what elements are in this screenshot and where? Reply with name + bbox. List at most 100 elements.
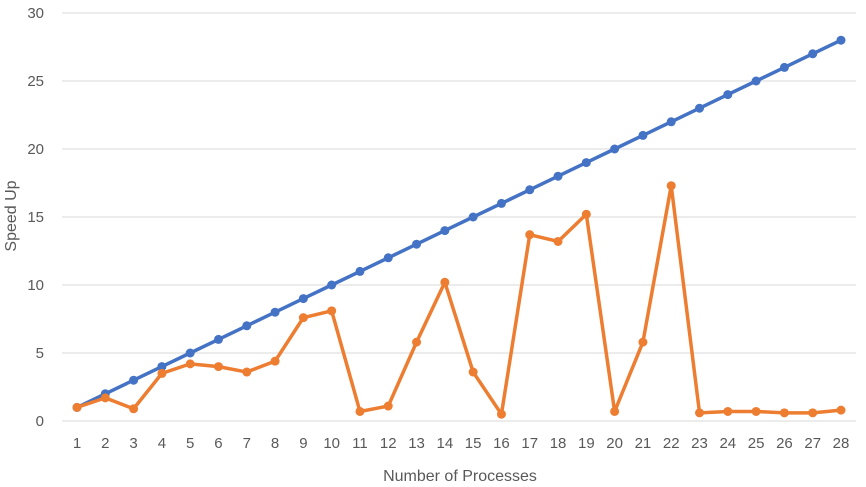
series-1-point: [581, 158, 591, 168]
series-1-point: [779, 62, 789, 72]
x-tick-label: 27: [804, 435, 821, 452]
x-tick-label: 7: [243, 435, 251, 452]
series-2-point: [355, 406, 365, 416]
y-tick-label: 0: [36, 413, 44, 430]
x-tick-label: 6: [214, 435, 222, 452]
x-tick-label: 17: [521, 435, 538, 452]
series-2-point: [157, 368, 167, 378]
series-2-point: [581, 209, 591, 219]
x-tick-label: 12: [380, 435, 397, 452]
series-2-point: [72, 402, 82, 412]
series-1-point: [270, 307, 280, 317]
series-1-point: [751, 76, 761, 86]
series-2-line: [75, 183, 843, 416]
series-1-point: [213, 334, 223, 344]
series-1-point: [440, 226, 450, 236]
series-1-point: [242, 321, 252, 331]
series-1-point: [298, 294, 308, 304]
series-1-point: [355, 266, 365, 276]
series-2: [72, 181, 846, 419]
series-1-point: [157, 362, 167, 372]
series-2-point: [723, 406, 733, 416]
series-1-point: [553, 171, 563, 181]
x-tick-labels: 1 2 3 4 5 6 7 8 9 10 11 12 13 14 15 16 17 18 19 20 21 22 23 24 2…: [73, 435, 850, 452]
series-2-point: [440, 277, 450, 287]
x-tick-label: 14: [437, 435, 454, 452]
series-1-point: [468, 212, 478, 222]
x-tick-label: 4: [158, 435, 166, 452]
series-2-point: [298, 313, 308, 323]
x-tick-label: 5: [186, 435, 194, 452]
y-tick-label: 5: [36, 345, 44, 362]
series-1-point: [496, 198, 506, 208]
series-2-point: [129, 404, 139, 414]
series-1-point: [808, 49, 818, 59]
x-tick-label: 26: [776, 435, 793, 452]
series-2-point: [808, 408, 818, 418]
series-2-point: [610, 406, 620, 416]
series-1-point: [836, 35, 846, 45]
series-1-point: [129, 375, 139, 385]
series-1-point: [666, 117, 676, 127]
series-2-point: [185, 359, 195, 369]
series-2-point: [695, 408, 705, 418]
y-tick-labels: 0 5 10 15 20 25 30: [27, 5, 44, 430]
x-tick-label: 19: [578, 435, 595, 452]
x-tick-label: 1: [73, 435, 81, 452]
series-2-point: [412, 337, 422, 347]
series-2-point: [836, 405, 846, 415]
series-2-point: [100, 393, 110, 403]
x-tick-label: 28: [833, 435, 850, 452]
x-tick-label: 8: [271, 435, 279, 452]
series-2-point: [525, 230, 535, 240]
series-2-point: [468, 367, 478, 377]
series-1-point: [525, 185, 535, 195]
series-2-point: [666, 181, 676, 191]
x-tick-label: 10: [323, 435, 340, 452]
series-2-point: [383, 401, 393, 411]
series-1-point: [383, 253, 393, 263]
series-2-point: [779, 408, 789, 418]
x-tick-label: 2: [101, 435, 109, 452]
series-1-line: [75, 38, 843, 410]
x-tick-label: 23: [691, 435, 708, 452]
x-tick-label: 24: [719, 435, 736, 452]
x-tick-label: 21: [635, 435, 652, 452]
y-tick-label: 25: [27, 73, 44, 90]
series-2-point: [327, 306, 337, 316]
y-tick-label: 15: [27, 209, 44, 226]
y-tick-label: 10: [27, 277, 44, 294]
series-2-point: [751, 406, 761, 416]
gridlines: [62, 12, 856, 422]
y-tick-label: 20: [27, 141, 44, 158]
series-2-point: [270, 356, 280, 366]
x-tick-label: 11: [352, 435, 368, 452]
x-tick-label: 22: [663, 435, 680, 452]
series-1-point: [610, 144, 620, 154]
x-tick-label: 25: [748, 435, 765, 452]
series-1-point: [638, 130, 648, 140]
series-1-point: [695, 103, 705, 113]
x-axis-title: Number of Processes: [383, 468, 537, 485]
series-1: [72, 35, 846, 412]
series-2-point: [213, 362, 223, 372]
x-tick-label: 15: [465, 435, 482, 452]
series-2-point: [553, 236, 563, 246]
series-1-point: [327, 280, 337, 290]
x-tick-label: 13: [408, 435, 425, 452]
y-axis-title: Speed Up: [3, 180, 20, 251]
series-2-point: [242, 367, 252, 377]
series-2-point: [638, 337, 648, 347]
y-tick-label: 30: [27, 5, 44, 22]
x-tick-label: 16: [493, 435, 510, 452]
x-tick-label: 18: [550, 435, 567, 452]
series-layer: [72, 35, 846, 419]
series-2-point: [496, 409, 506, 419]
x-tick-label: 3: [129, 435, 137, 452]
x-tick-label: 20: [606, 435, 623, 452]
x-tick-label: 9: [299, 435, 307, 452]
series-1-point: [185, 348, 195, 358]
series-1-point: [723, 90, 733, 100]
